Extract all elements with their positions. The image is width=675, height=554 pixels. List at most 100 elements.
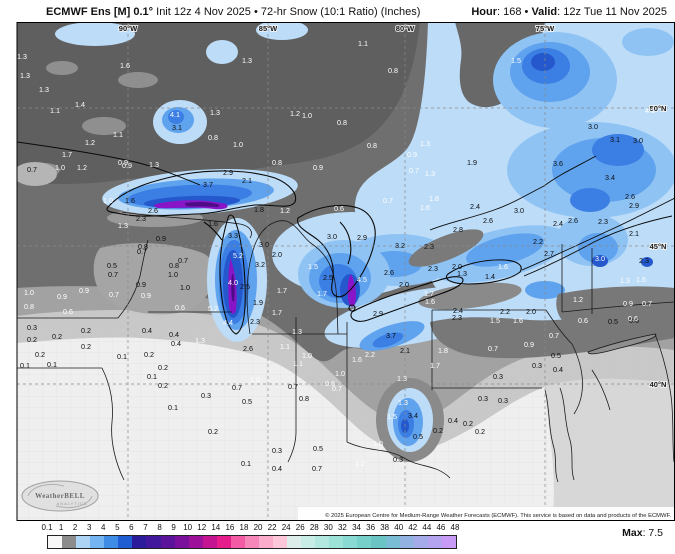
map-value-label: 0.7 [332, 384, 342, 393]
map-value-label: 1.3 [397, 374, 407, 383]
map-value-label: 1.7 [317, 289, 327, 298]
copyright-text: © 2025 European Centre for Medium-Range … [325, 512, 671, 519]
map-value-label: 2.7 [544, 249, 554, 258]
map-value-label: 1.6 [636, 275, 646, 284]
scale-tick-label: 38 [380, 523, 390, 532]
map-value-label: 0.4 [272, 464, 282, 473]
map-value-label: 0.9 [136, 280, 146, 289]
scale-tick-label: 44 [422, 523, 432, 532]
map-value-label: 4.5 [357, 275, 367, 284]
scale-segment [343, 536, 358, 548]
scale-segment [146, 536, 161, 548]
map-value-label: 3.0 [588, 122, 598, 131]
logo-text: WeatherBELL [35, 492, 85, 500]
map-value-label: 1.3 [39, 85, 49, 94]
map-value-label: 0.3 [201, 391, 211, 400]
map-value-label: 0.6 [63, 307, 73, 316]
map-value-label: 0.7 [642, 299, 652, 308]
map-value-label: 1.6 [498, 262, 508, 271]
scale-segment [273, 536, 288, 548]
map-value-label: 3.1 [172, 123, 182, 132]
map-value-label: 2.3 [639, 256, 649, 265]
scale-segment [90, 536, 105, 548]
map-value-label: 0.1 [47, 360, 57, 369]
scale-segment [48, 536, 63, 548]
scale-segment [118, 536, 133, 548]
map-value-label: 1.6 [120, 61, 130, 70]
map-value-label: 0.8 [337, 118, 347, 127]
scale-tick-label: 46 [436, 523, 446, 532]
scale-segment [188, 536, 203, 548]
map-value-label: 1.5 [490, 316, 500, 325]
graticule [17, 22, 675, 521]
scale-tick-label: 14 [211, 523, 221, 532]
map-value-label: 0.2 [433, 426, 443, 435]
map-value-label: 2.3 [424, 242, 434, 251]
map-value-label: 0.9 [141, 291, 151, 300]
map-value-label: 0.5 [608, 317, 618, 326]
map-value-label: 0.9 [122, 161, 132, 170]
scale-segment [216, 536, 231, 548]
map-value-label: 0.2 [81, 326, 91, 335]
map-value-label: 2.6 [625, 192, 635, 201]
map-value-label: 0.8 [367, 141, 377, 150]
latitude-label: 45°N [650, 242, 667, 251]
map-value-label: 3.0 [514, 206, 524, 215]
map-value-label: 2.6 [148, 206, 158, 215]
map-value-label: 0.9 [57, 292, 67, 301]
map-value-label: 4.1 [645, 106, 655, 115]
map-value-label: 1.3 [457, 269, 467, 278]
map-value-label: 1.2 [355, 459, 365, 468]
map-value-label: 3.4 [605, 173, 615, 182]
scale-segment [357, 536, 372, 548]
map-value-label: 0.1 [168, 403, 178, 412]
scale-tick-label: 42 [408, 523, 418, 532]
map-value-label: 2.2 [365, 350, 375, 359]
map-value-label: 0.3 [27, 323, 37, 332]
scale-segment [132, 536, 147, 548]
map-value-label: 0.2 [463, 419, 473, 428]
scale-segment [62, 536, 77, 548]
scale-tick-label: 9 [171, 523, 176, 532]
map-value-label: 1.3 [195, 336, 205, 345]
map-value-label: 3.0 [259, 240, 269, 249]
map-value-label: 1.5 [387, 412, 397, 421]
map-left-margin [0, 22, 17, 521]
map-value-label: 1.0 [168, 270, 178, 279]
longitude-label: 90°W [119, 24, 138, 33]
map-value-label: 0.8 [388, 66, 398, 75]
scale-segment [202, 536, 217, 548]
map-value-label: 0.1 [117, 352, 127, 361]
map-value-label: 4.0 [228, 278, 238, 287]
map-value-label: 1.0 [335, 369, 345, 378]
scale-segment [230, 536, 245, 548]
map-value-label: 1.4 [485, 272, 495, 281]
map-value-label: 0.5 [551, 351, 561, 360]
map-value-label: 1.7 [430, 361, 440, 370]
map-value-label: 2.9 [357, 233, 367, 242]
map-value-label: 3.7 [203, 180, 213, 189]
map-value-label: 0.2 [27, 335, 37, 344]
map-value-label: 0.7 [409, 166, 419, 175]
map-value-label: 1.3 [118, 221, 128, 230]
scale-segment [399, 536, 414, 548]
map-value-label: 2.5 [323, 273, 333, 282]
logo-swirl [21, 480, 99, 512]
max-value: Max: 7.5 [622, 527, 663, 539]
map-value-label: 1.6 [125, 196, 135, 205]
map-value-label: 1.0 [250, 375, 260, 384]
scale-tick-label: 28 [309, 523, 319, 532]
scale-segment [301, 536, 316, 548]
map-value-label: 2.0 [399, 280, 409, 289]
map-value-label: 2.1 [629, 229, 639, 238]
scale-segment [174, 536, 189, 548]
scale-tick-label: 48 [450, 523, 460, 532]
map-value-label: 0.2 [81, 342, 91, 351]
map-value-label: 1.9 [253, 298, 263, 307]
map-value-label: 1.2 [573, 295, 583, 304]
model-name: ECMWF Ens [M] 0.1° [46, 6, 154, 18]
map-value-label: 0.3 [493, 372, 503, 381]
scale-tick-label: 24 [281, 523, 291, 532]
scale-tick-label: 36 [366, 523, 376, 532]
map-value-label: 2.6 [568, 216, 578, 225]
